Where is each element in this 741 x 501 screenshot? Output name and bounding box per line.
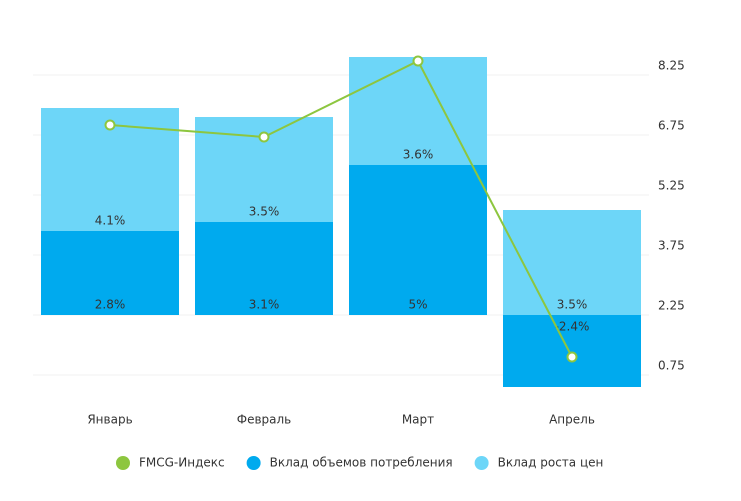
bar-segment (349, 57, 487, 165)
line-point (258, 131, 270, 143)
y2-tick-label: 5.25 (658, 179, 685, 193)
legend-marker (246, 456, 261, 470)
bar-segment (349, 165, 487, 315)
bar-segment (503, 315, 641, 387)
bar-segment (41, 231, 179, 315)
line-series (109, 59, 573, 358)
line-point (104, 119, 116, 131)
x-tick-label: Апрель (549, 413, 595, 427)
x-tick-label: Февраль (237, 413, 292, 427)
line-point (412, 55, 424, 67)
y2-tick-label: 3.75 (658, 239, 685, 253)
legend-label: Вклад объемов потребления (270, 456, 453, 470)
data-label: 3.5% (557, 298, 588, 312)
data-label: 2.8% (95, 298, 126, 312)
y2-tick-label: 0.75 (658, 359, 685, 373)
legend-marker (474, 456, 489, 470)
data-label: 5% (408, 298, 427, 312)
data-label: 3.1% (249, 298, 280, 312)
legend-marker (116, 456, 130, 470)
x-tick-label: Март (402, 413, 434, 427)
data-label: -2.4% (555, 320, 590, 334)
line-point (566, 351, 578, 363)
bar-segment (195, 222, 333, 315)
data-label: 3.6% (403, 148, 434, 162)
data-label: 3.5% (249, 205, 280, 219)
legend-label: Вклад роста цен (498, 456, 604, 470)
y2-tick-label: 2.25 (658, 299, 685, 313)
bar-segment (503, 210, 641, 315)
y2-tick-label: 6.75 (658, 119, 685, 133)
data-label: 4.1% (95, 214, 126, 228)
y2-tick-label: 8.25 (658, 59, 685, 73)
x-tick-label: Январь (87, 413, 132, 427)
legend-label: FMCG-Индекс (139, 456, 225, 470)
